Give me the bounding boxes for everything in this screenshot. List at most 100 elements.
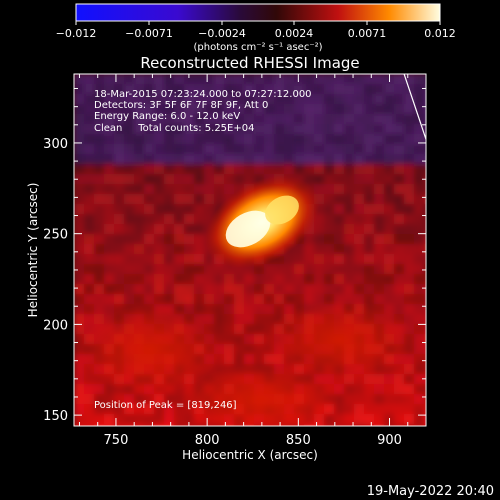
image-pixel bbox=[354, 284, 364, 294]
image-pixel bbox=[234, 104, 244, 114]
image-pixel bbox=[404, 234, 414, 244]
image-pixel bbox=[424, 104, 426, 114]
image-pixel bbox=[74, 234, 84, 244]
image-pixel bbox=[354, 154, 364, 164]
image-pixel bbox=[404, 154, 414, 164]
image-pixel bbox=[354, 404, 364, 414]
image-pixel bbox=[164, 194, 174, 204]
image-pixel bbox=[94, 424, 104, 426]
x-axis-label: Heliocentric X (arcsec) bbox=[182, 448, 318, 462]
image-pixel bbox=[404, 114, 414, 124]
image-pixel bbox=[414, 184, 424, 194]
image-pixel bbox=[294, 294, 304, 304]
image-pixel bbox=[414, 164, 424, 174]
image-pixel bbox=[94, 244, 104, 254]
image-pixel bbox=[394, 154, 404, 164]
image-pixel bbox=[194, 294, 204, 304]
image-pixel bbox=[164, 114, 174, 124]
image-pixel bbox=[414, 244, 424, 254]
image-pixel bbox=[144, 254, 154, 264]
image-pixel bbox=[124, 144, 134, 154]
image-pixel bbox=[374, 294, 384, 304]
image-pixel bbox=[294, 144, 304, 154]
image-pixel bbox=[254, 94, 264, 104]
image-pixel bbox=[354, 374, 364, 384]
image-pixel bbox=[144, 234, 154, 244]
image-pixel bbox=[164, 74, 174, 84]
image-pixel bbox=[104, 114, 114, 124]
image-pixel bbox=[344, 294, 354, 304]
image-pixel bbox=[384, 84, 394, 94]
image-pixel bbox=[314, 284, 324, 294]
image-pixel bbox=[174, 234, 184, 244]
colorbar-gradient bbox=[75, 3, 441, 22]
image-pixel bbox=[184, 184, 194, 194]
image-pixel bbox=[284, 274, 294, 284]
image-pixel bbox=[324, 174, 334, 184]
image-pixel bbox=[374, 414, 384, 424]
image-pixel bbox=[314, 274, 324, 284]
image-pixel bbox=[394, 414, 404, 424]
image-pixel bbox=[94, 144, 104, 154]
image-pixel bbox=[234, 94, 244, 104]
image-pixel bbox=[104, 214, 114, 224]
image-pixel bbox=[94, 204, 104, 214]
image-pixel bbox=[144, 264, 154, 274]
image-pixel bbox=[234, 74, 244, 84]
image-pixel bbox=[184, 414, 194, 424]
image-pixel bbox=[74, 84, 84, 94]
image-pixel bbox=[374, 264, 384, 274]
image-pixel bbox=[314, 84, 324, 94]
image-pixel bbox=[144, 204, 154, 214]
image-pixel bbox=[124, 284, 134, 294]
image-pixel bbox=[344, 254, 354, 264]
image-pixel bbox=[174, 114, 184, 124]
image-pixel bbox=[264, 264, 274, 274]
image-pixel bbox=[154, 264, 164, 274]
image-pixel bbox=[344, 214, 354, 224]
image-pixel bbox=[334, 284, 344, 294]
image-pixel bbox=[284, 84, 294, 94]
image-pixel bbox=[144, 294, 154, 304]
image-pixel bbox=[414, 214, 424, 224]
image-pixel bbox=[324, 274, 334, 284]
image-pixel bbox=[74, 314, 84, 324]
image-pixel bbox=[114, 274, 124, 284]
image-pixel bbox=[414, 414, 424, 424]
image-pixel bbox=[194, 144, 204, 154]
image-pixel bbox=[164, 174, 174, 184]
image-pixel bbox=[174, 124, 184, 134]
image-pixel bbox=[354, 194, 364, 204]
image-pixel bbox=[344, 414, 354, 424]
image-pixel bbox=[334, 204, 344, 214]
image-pixel bbox=[154, 414, 164, 424]
image-pixel bbox=[224, 84, 234, 94]
image-pixel bbox=[334, 134, 344, 144]
image-pixel bbox=[414, 194, 424, 204]
image-pixel bbox=[264, 354, 274, 364]
image-pixel bbox=[84, 214, 94, 224]
chart-title: Reconstructed RHESSI Image bbox=[140, 54, 359, 72]
image-pixel bbox=[84, 304, 94, 314]
image-pixel bbox=[384, 404, 394, 414]
source-core bbox=[225, 210, 271, 248]
image-pixel bbox=[264, 114, 274, 124]
image-pixel bbox=[194, 104, 204, 114]
image-pixel bbox=[424, 154, 426, 164]
image-pixel bbox=[424, 184, 426, 194]
image-pixel bbox=[84, 254, 94, 264]
image-pixel bbox=[414, 284, 424, 294]
image-pixel bbox=[214, 74, 224, 84]
image-pixel bbox=[424, 334, 426, 344]
image-pixel bbox=[334, 104, 344, 114]
image-pixel bbox=[94, 154, 104, 164]
image-pixel bbox=[254, 124, 264, 134]
image-pixel bbox=[294, 124, 304, 134]
image-pixel bbox=[144, 224, 154, 234]
image-pixel bbox=[404, 254, 414, 264]
image-pixel bbox=[264, 304, 274, 314]
image-pixel bbox=[374, 184, 384, 194]
image-pixel bbox=[344, 234, 354, 244]
image-pixel bbox=[414, 224, 424, 234]
image-pixel bbox=[304, 124, 314, 134]
